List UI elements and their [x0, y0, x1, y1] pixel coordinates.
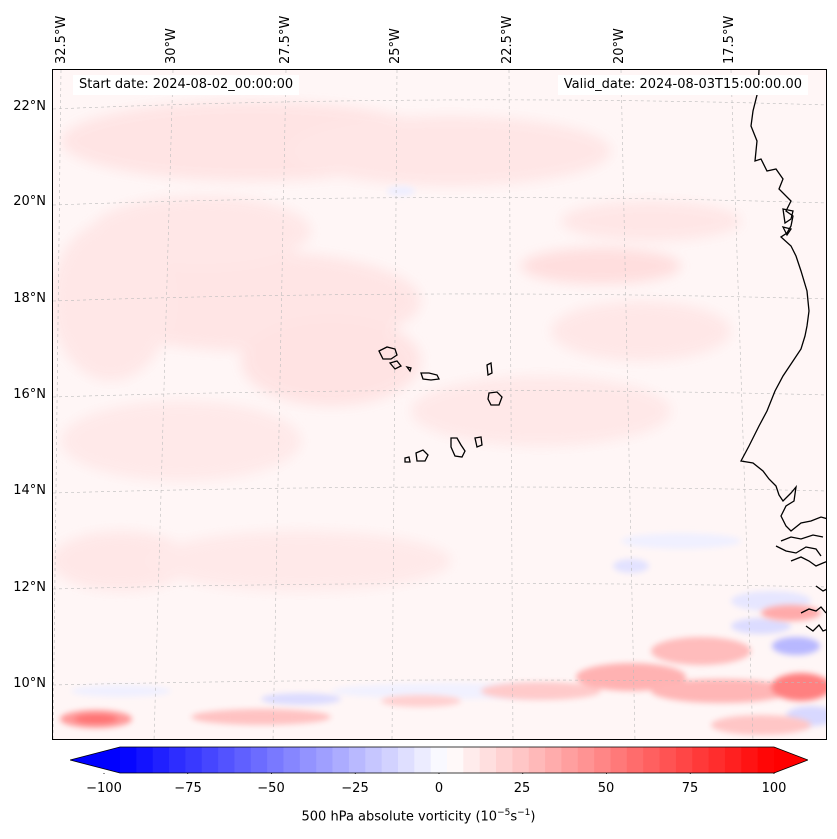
colorbar-cell — [332, 747, 350, 773]
colorbar-tick-label: 50 — [597, 781, 615, 796]
colorbar-tick-label: 25 — [513, 781, 531, 796]
colorbar-cell — [397, 747, 415, 773]
colorbar-cell — [267, 747, 284, 773]
latitude-label-22n: 22°N — [13, 99, 46, 114]
africa-coastline — [740, 70, 826, 532]
island-boa-vista — [487, 391, 503, 406]
latitude-label-16n: 16°N — [13, 387, 46, 402]
colorbar-cell — [741, 747, 759, 773]
colorbar-cell — [675, 747, 693, 773]
colorbar-cell — [447, 747, 464, 773]
longitude-label-22-5w: 22.5°W — [500, 15, 515, 64]
colorbar-cell — [185, 747, 203, 773]
colorbar-cell — [545, 747, 562, 773]
colorbar-cell — [120, 747, 137, 773]
latitude-label-12n: 12°N — [13, 580, 46, 595]
island-fogo — [415, 449, 429, 462]
colorbar-cell — [430, 747, 448, 773]
colorbar-tick-label: 75 — [681, 781, 699, 796]
colorbar-cell — [218, 747, 235, 773]
colorbar-cell — [692, 747, 709, 773]
colorbar-tick-label: −25 — [341, 781, 369, 796]
island-santiago — [450, 437, 466, 458]
island-sao-vicente — [388, 360, 403, 370]
latitude-label-14n: 14°N — [13, 483, 46, 498]
colorbar-tick-label: −75 — [174, 781, 202, 796]
valid-date-label: Valid_date: 2024-08-03T15:00:00.00 — [557, 75, 808, 95]
colorbar-cell — [512, 747, 530, 773]
colorbar-cell — [659, 747, 677, 773]
colorbar-cell — [528, 747, 546, 773]
latitude-label-20n: 20°N — [13, 194, 46, 209]
colorbar-cell — [643, 747, 660, 773]
vorticity-map — [53, 70, 826, 739]
island-sal — [486, 361, 493, 377]
longitude-label-20w: 20°W — [612, 28, 627, 64]
colorbar-cell — [234, 747, 252, 773]
colorbar-cell — [201, 747, 219, 773]
colorbar-cell — [169, 747, 186, 773]
coastlines — [378, 70, 826, 632]
colorbar-extend-max — [774, 747, 808, 773]
colorbar-cell — [283, 747, 301, 773]
colorbar — [70, 746, 808, 774]
colorbar-cell — [250, 747, 268, 773]
colorbar-cell — [594, 747, 611, 773]
colorbar-cell — [561, 747, 579, 773]
colorbar-cells — [120, 747, 775, 773]
colorbar-cell — [479, 747, 497, 773]
colorbar-cell — [348, 747, 366, 773]
longitude-label-30w: 30°W — [164, 28, 179, 64]
colorbar-cell — [365, 747, 382, 773]
longitude-label-32-5w: 32.5°W — [54, 15, 69, 64]
island-brava — [404, 456, 411, 463]
island-santo-antao — [378, 346, 398, 360]
colorbar-cell — [577, 747, 595, 773]
map-panel[interactable] — [52, 69, 827, 740]
longitude-label-27-5w: 27.5°W — [278, 15, 293, 64]
colorbar-cell — [316, 747, 333, 773]
latitude-label-18n: 18°N — [13, 291, 46, 306]
colorbar-tick-label: 100 — [761, 781, 787, 796]
gridlines — [53, 70, 826, 739]
colorbar-cell — [757, 747, 775, 773]
longitude-label-25w: 25°W — [388, 28, 403, 64]
colorbar-extend-min — [70, 747, 120, 773]
start-date-label: Start date: 2024-08-02_00:00:00 — [73, 75, 300, 95]
colorbar-cell — [381, 747, 399, 773]
colorbar-cell — [724, 747, 742, 773]
colorbar-cell — [626, 747, 644, 773]
colorbar-tick-label: −100 — [86, 781, 122, 796]
colorbar-cell — [708, 747, 726, 773]
colorbar-ticks — [103, 773, 775, 774]
latitude-label-10n: 10°N — [13, 676, 46, 691]
colorbar-tick-label: 0 — [434, 781, 444, 796]
colorbar-cell — [414, 747, 432, 773]
island-maio — [474, 436, 483, 448]
colorbar-cell — [610, 747, 628, 773]
colorbar-cell — [152, 747, 170, 773]
colorbar-title: 500 hPa absolute vorticity (10−5s−1) — [301, 808, 536, 825]
colorbar-cell — [299, 747, 317, 773]
colorbar-tick-label: −50 — [257, 781, 285, 796]
colorbar-cell — [496, 747, 513, 773]
colorbar-cell — [136, 747, 154, 773]
vorticity-field — [53, 70, 826, 739]
island-sao-nicolau — [420, 372, 440, 381]
colorbar-outline — [70, 746, 808, 774]
colorbar-cell — [463, 747, 481, 773]
guinea-bissau-coast — [790, 556, 826, 567]
longitude-label-17-5w: 17.5°W — [722, 15, 737, 64]
